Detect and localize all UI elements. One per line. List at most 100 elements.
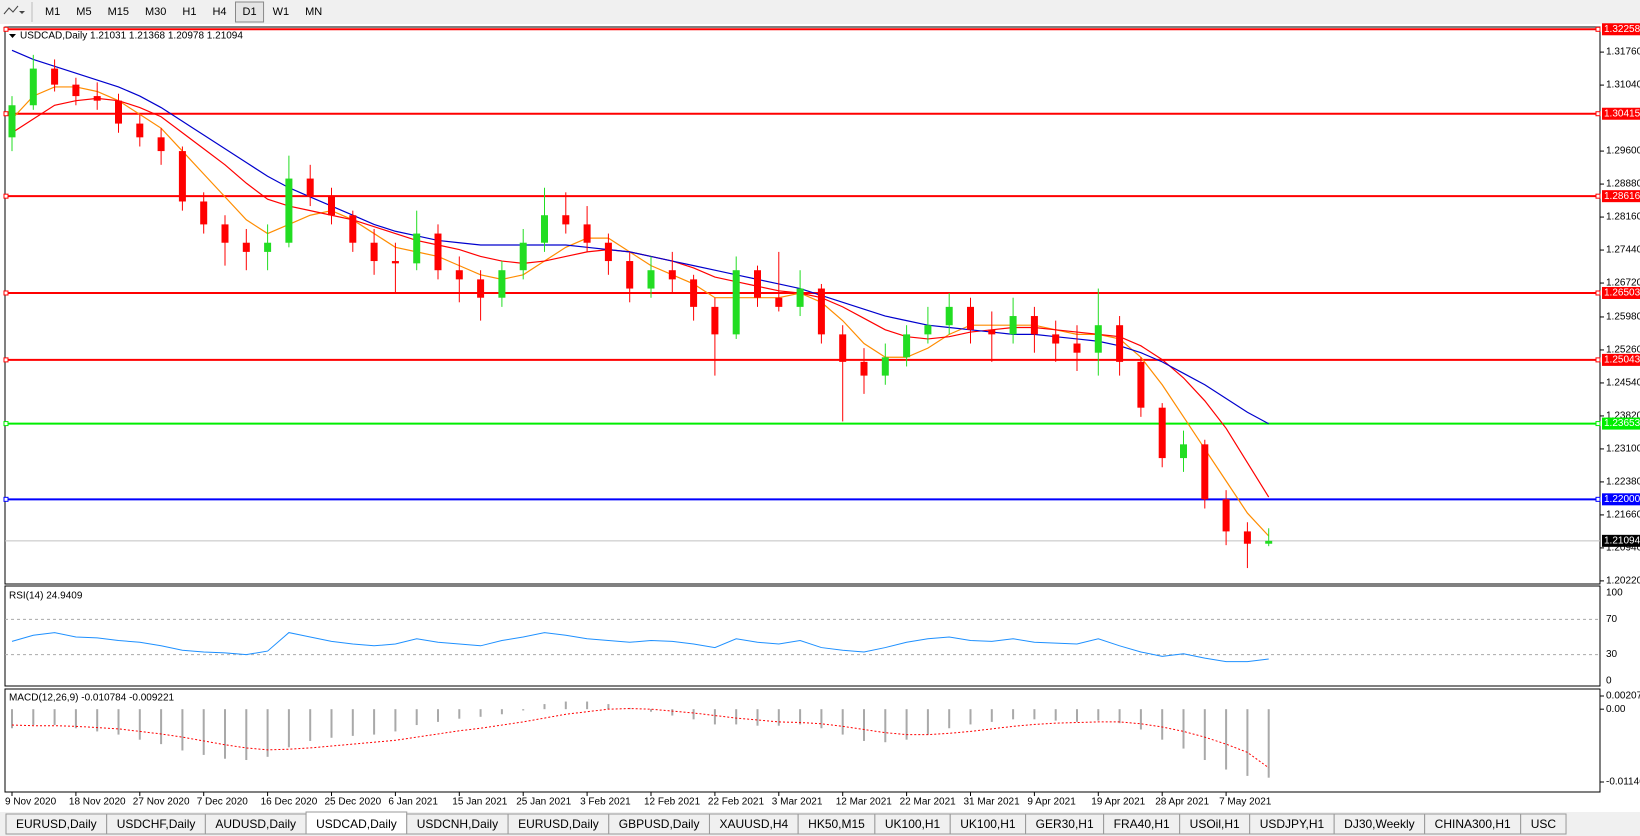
candle-body bbox=[711, 306, 719, 335]
timeframe-button[interactable] bbox=[265, 2, 297, 22]
chart-tab-label[interactable]: UK100,H1 bbox=[885, 817, 941, 831]
macd-bar bbox=[32, 709, 35, 726]
candle-body bbox=[541, 215, 548, 243]
timeframe-label[interactable]: M5 bbox=[76, 6, 91, 18]
timeframe-button[interactable] bbox=[38, 2, 68, 22]
chart-tab-label[interactable]: HK50,M15 bbox=[808, 817, 865, 831]
timeframe-label[interactable]: H4 bbox=[212, 6, 226, 18]
level-label: 1.28616 bbox=[1604, 191, 1640, 202]
chart-tab-label[interactable]: AUDUSD,Daily bbox=[215, 817, 296, 831]
y-tick-label: 0.002074 bbox=[1606, 691, 1640, 702]
candle-body bbox=[200, 201, 208, 225]
chart-tab-label[interactable]: XAUUSD,H4 bbox=[719, 817, 788, 831]
level-label-box bbox=[1602, 107, 1640, 120]
level-label: 1.32258 bbox=[1604, 24, 1640, 35]
chart-tab-label[interactable]: GER30,H1 bbox=[1036, 817, 1094, 831]
chart-title: USDCAD,Daily 1.21031 1.21368 1.20978 1.2… bbox=[20, 31, 243, 42]
chart-tab-label[interactable]: USC bbox=[1531, 817, 1557, 831]
chart-tab-label[interactable]: DJ30,Weekly bbox=[1344, 817, 1414, 831]
level-handle bbox=[1595, 26, 1601, 32]
candle-body bbox=[1094, 325, 1102, 353]
timeframe-label[interactable]: W1 bbox=[273, 6, 290, 18]
x-tick-label: 28 Apr 2021 bbox=[1155, 797, 1209, 808]
macd-bar bbox=[671, 709, 674, 716]
level-label: 1.30415 bbox=[1604, 108, 1640, 119]
chart-tab-label[interactable]: USDCHF,Daily bbox=[117, 817, 196, 831]
macd-bar bbox=[799, 709, 802, 725]
macd-bar bbox=[1118, 709, 1121, 724]
macd-bar bbox=[777, 709, 780, 726]
timeframe-button[interactable] bbox=[137, 2, 174, 22]
level-handle bbox=[3, 421, 9, 427]
chart-tab-label[interactable]: UK100,H1 bbox=[960, 817, 1016, 831]
chart-tab-label[interactable]: USDJPY,H1 bbox=[1260, 817, 1325, 831]
level-handle bbox=[1595, 421, 1601, 427]
y-tick-label: 100 bbox=[1606, 588, 1623, 599]
candle-body bbox=[370, 242, 378, 262]
macd-bar bbox=[1139, 709, 1142, 730]
indicator-title: RSI(14) 24.9409 bbox=[9, 591, 83, 602]
y-tick-label: 0.00 bbox=[1606, 704, 1626, 715]
main-panel bbox=[4, 26, 1601, 585]
y-tick-label: 1.27440 bbox=[1606, 245, 1640, 256]
chart-tab-label[interactable]: EURUSD,Daily bbox=[16, 817, 97, 831]
timeframe-button[interactable] bbox=[298, 2, 330, 22]
y-tick-label: 1.21660 bbox=[1606, 510, 1640, 521]
collapse-arrow[interactable] bbox=[9, 34, 16, 38]
macd-bar bbox=[1012, 709, 1015, 720]
macd-bar bbox=[224, 709, 226, 759]
level-label: 1.25043 bbox=[1604, 355, 1640, 366]
timeframe-button[interactable] bbox=[175, 2, 204, 22]
chart-tab-label[interactable]: USDCAD,Daily bbox=[316, 817, 397, 831]
timeframe-button[interactable] bbox=[235, 1, 265, 23]
chart-tab-label[interactable]: GBPUSD,Daily bbox=[619, 817, 700, 831]
y-tick-label: 1.22380 bbox=[1606, 477, 1640, 488]
level-handle bbox=[1595, 496, 1601, 502]
macd-bar bbox=[1182, 709, 1185, 749]
macd-bar bbox=[202, 709, 205, 755]
macd-bar bbox=[479, 709, 482, 717]
timeframe-button[interactable] bbox=[100, 2, 136, 22]
candle-body bbox=[1073, 343, 1081, 353]
candle-body bbox=[1116, 325, 1124, 362]
x-tick-label: 3 Feb 2021 bbox=[580, 797, 631, 808]
chart-tab-label[interactable]: USDCNH,Daily bbox=[417, 817, 498, 831]
x-tick-label: 19 Apr 2021 bbox=[1091, 797, 1145, 808]
timeframe-label[interactable]: H1 bbox=[182, 6, 196, 18]
macd-bar bbox=[863, 709, 865, 741]
macd-bar bbox=[713, 709, 716, 725]
chart-tab-label[interactable]: CHINA300,H1 bbox=[1435, 817, 1511, 831]
macd-bar bbox=[138, 709, 141, 740]
candle-body bbox=[434, 233, 442, 271]
timeframe-label[interactable]: M30 bbox=[145, 6, 166, 18]
candle-body bbox=[477, 279, 485, 298]
y-tick-label: -0.011462 bbox=[1606, 777, 1640, 788]
candle-body bbox=[136, 123, 144, 138]
timeframe-label[interactable]: D1 bbox=[243, 6, 257, 18]
y-tick-label: 0 bbox=[1606, 676, 1612, 687]
level-label: 1.22000 bbox=[1604, 494, 1640, 505]
macd-bar bbox=[1054, 709, 1057, 721]
chart-tab[interactable] bbox=[1520, 813, 1567, 835]
macd-bar bbox=[394, 709, 397, 732]
tool-icon[interactable] bbox=[3, 5, 25, 15]
macd-bar bbox=[543, 704, 546, 710]
x-tick-label: 3 Mar 2021 bbox=[772, 797, 823, 808]
x-tick-label: 22 Feb 2021 bbox=[708, 797, 765, 808]
macd-bar bbox=[11, 709, 13, 729]
macd-bar bbox=[351, 709, 354, 736]
timeframe-button[interactable] bbox=[69, 2, 99, 22]
candle-body bbox=[967, 306, 974, 330]
candle-body bbox=[1222, 499, 1230, 532]
candle-body bbox=[264, 242, 272, 252]
chart-tab-label[interactable]: USOil,H1 bbox=[1190, 817, 1240, 831]
x-tick-label: 16 Dec 2020 bbox=[261, 797, 318, 808]
y-tick-label: 1.26720 bbox=[1606, 278, 1640, 289]
timeframe-button[interactable] bbox=[205, 2, 234, 22]
timeframe-label[interactable]: MN bbox=[305, 6, 322, 18]
chart-tab-label[interactable]: FRA40,H1 bbox=[1114, 817, 1170, 831]
timeframe-label[interactable]: M15 bbox=[108, 6, 129, 18]
timeframe-label[interactable]: M1 bbox=[45, 6, 60, 18]
chart-tab-label[interactable]: EURUSD,Daily bbox=[518, 817, 599, 831]
macd-bar bbox=[969, 709, 972, 725]
